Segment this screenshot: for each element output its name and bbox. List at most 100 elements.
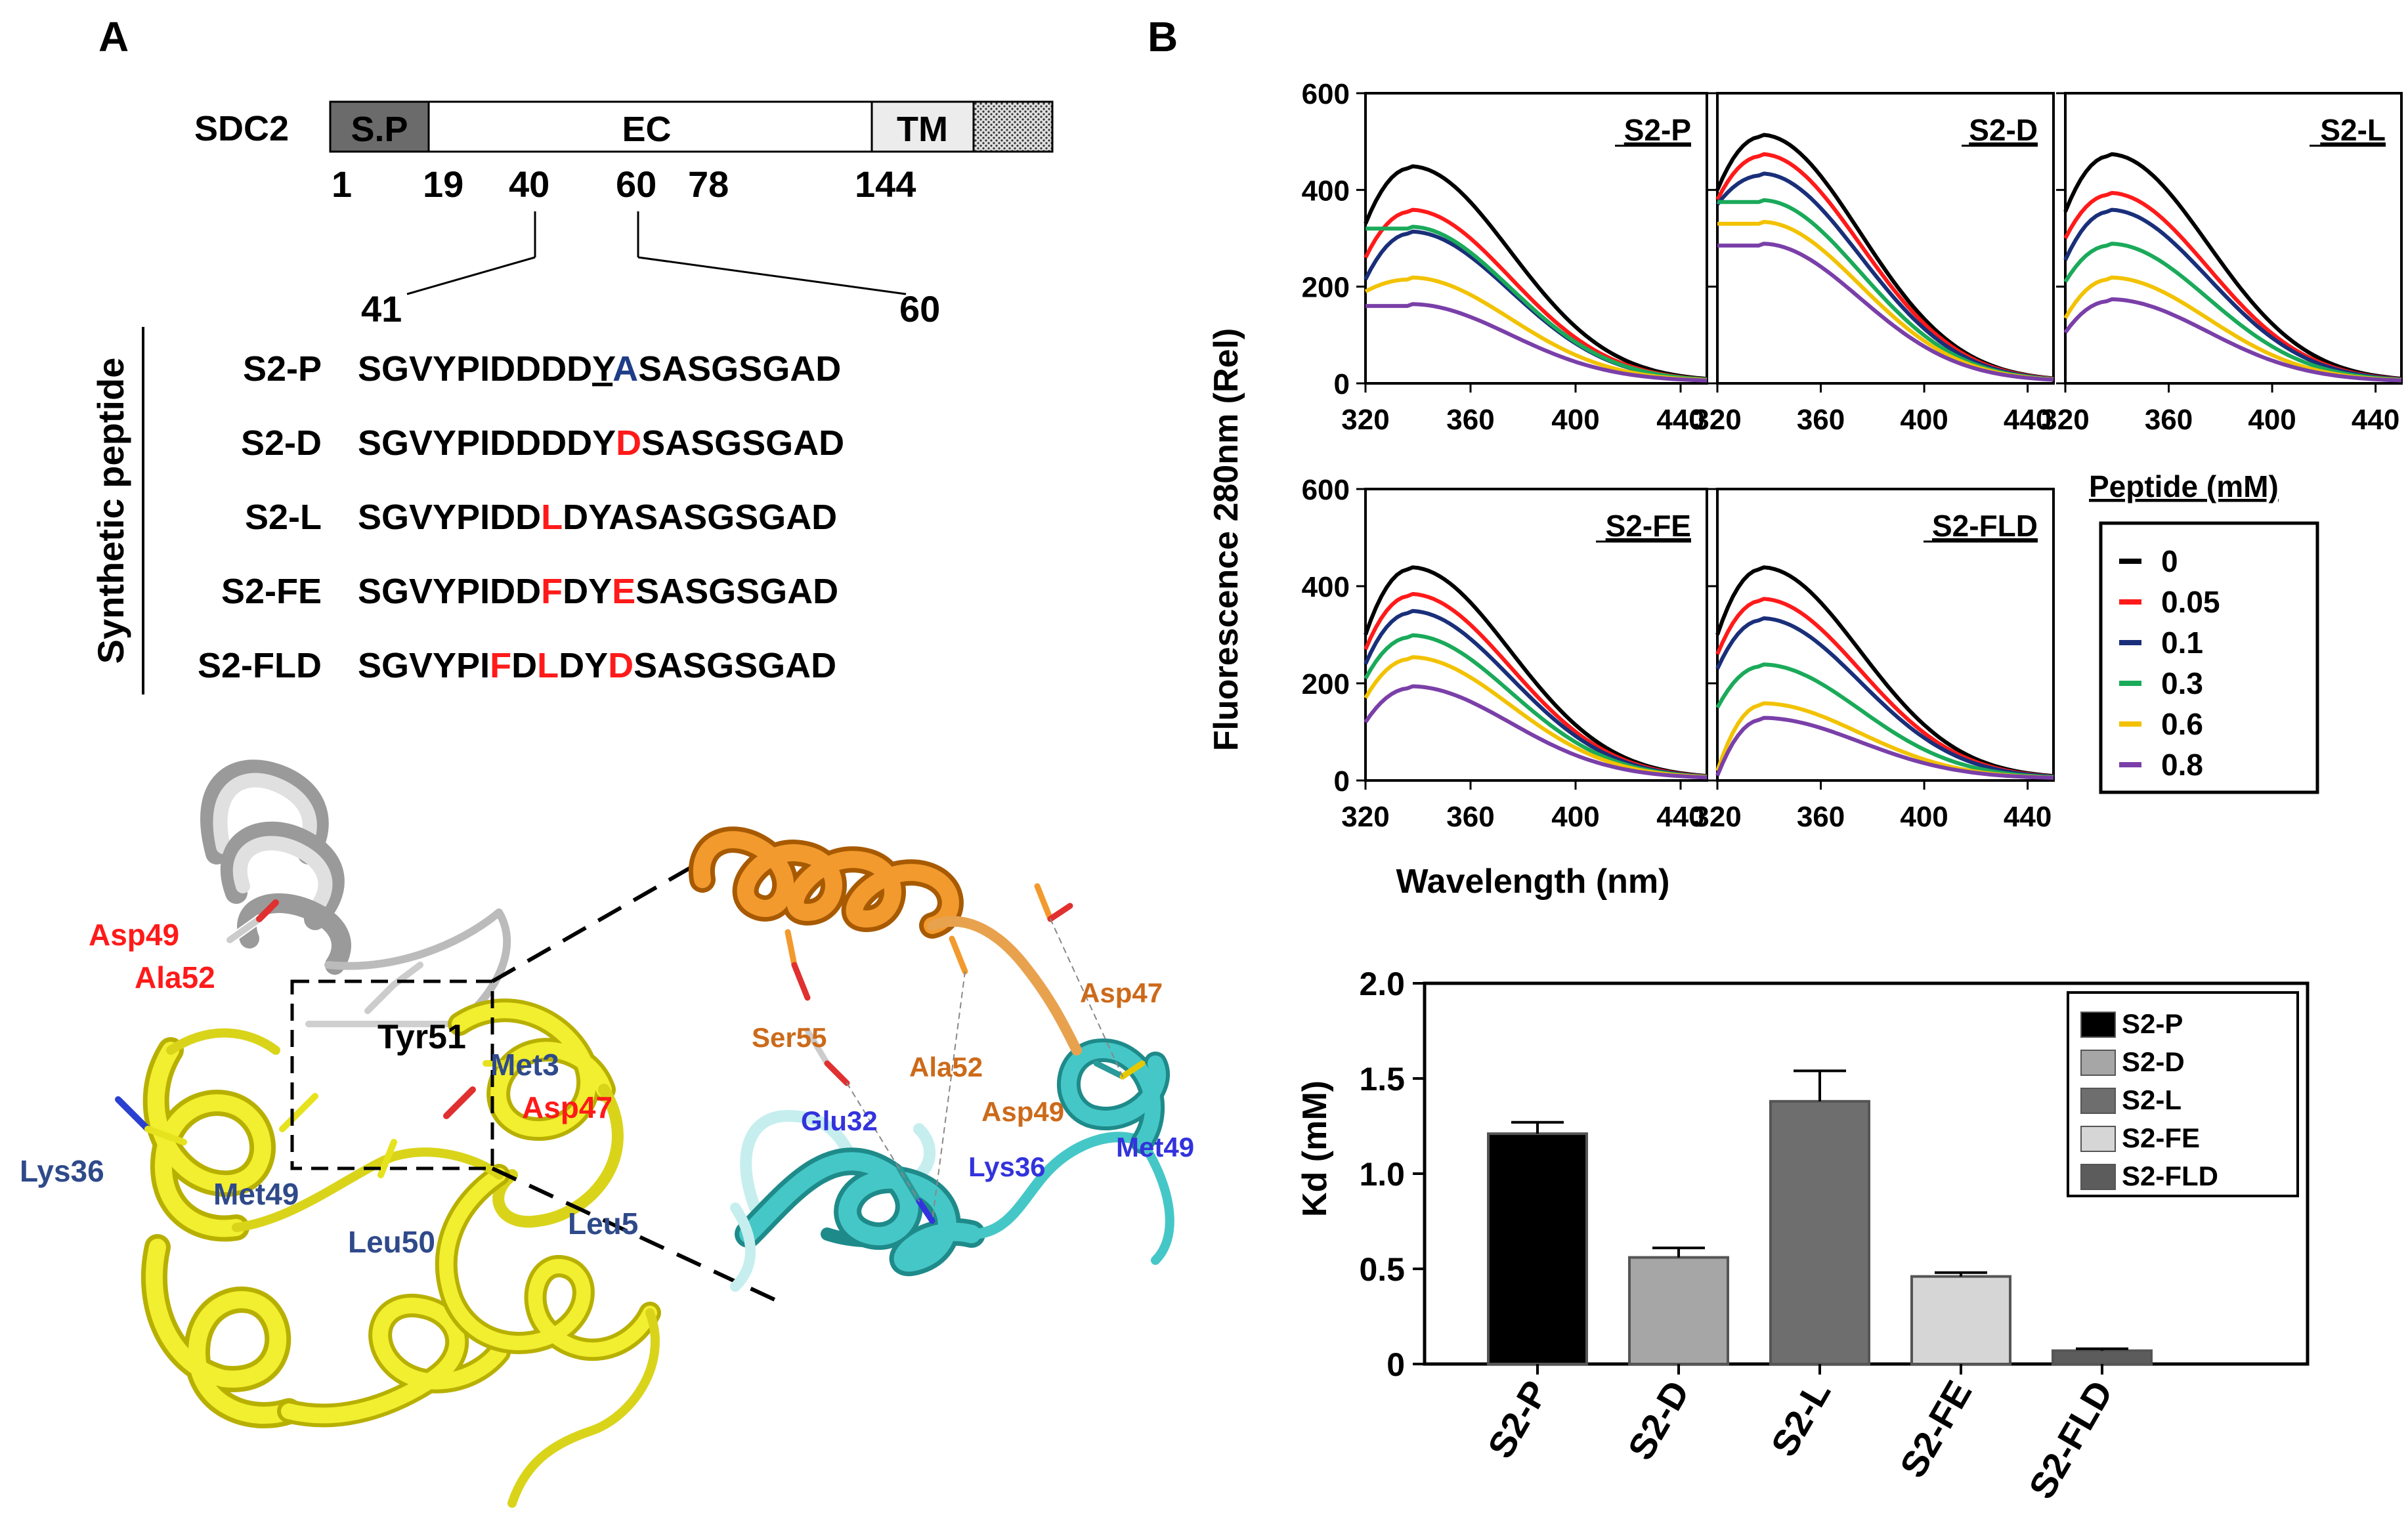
x-tick-label: 440 bbox=[2004, 404, 2052, 436]
x-tick-label: 360 bbox=[1446, 801, 1494, 833]
kd-bar bbox=[2052, 1349, 2153, 1365]
kd-x-tick-label: S2-D bbox=[1620, 1374, 1697, 1467]
fluor-series-line bbox=[1364, 565, 1708, 779]
y-tick-label: 200 bbox=[1302, 272, 1350, 304]
fluor-series-line bbox=[1715, 715, 2054, 780]
x-tick-label: 320 bbox=[1693, 404, 1741, 436]
y-tick-label: 0 bbox=[1334, 765, 1350, 798]
position-label: 144 bbox=[855, 163, 916, 205]
kd-x-tick-label: S2-P bbox=[1480, 1374, 1557, 1465]
fluor-series-line bbox=[1715, 152, 2054, 381]
fluor-legend bbox=[2099, 521, 2319, 794]
peptide-name: S2-D bbox=[241, 423, 322, 463]
side-chains bbox=[115, 899, 528, 1178]
peptide-table: Synthetic peptide S2-P SGVYPIDDDDYASASGSG… bbox=[90, 327, 844, 694]
kd-legend-swatch bbox=[2080, 1126, 2116, 1152]
fluor-series-line bbox=[1364, 207, 1708, 381]
panel-b-label: B bbox=[1148, 13, 1178, 60]
extracellular-segment bbox=[427, 100, 873, 153]
x-tick-label: 400 bbox=[1551, 404, 1599, 436]
kd-bar bbox=[1628, 1256, 1729, 1365]
kd-legend-label: S2-L bbox=[2122, 1084, 2182, 1115]
y-tick-label: 400 bbox=[1302, 571, 1350, 603]
kd-x-tick-label: S2-FE bbox=[1891, 1374, 1979, 1485]
kd-y-tick-label: 0.5 bbox=[1359, 1251, 1405, 1288]
legend-label: 0.3 bbox=[2161, 666, 2203, 700]
segment-sp-label: S.P bbox=[351, 110, 408, 149]
kd-legend-swatch bbox=[2080, 1088, 2116, 1114]
legend-title: Peptide (mM) bbox=[2089, 469, 2279, 503]
fluor-series-line bbox=[1365, 224, 1708, 382]
kd-y-tick-label: 0 bbox=[1387, 1346, 1405, 1383]
zoom-box bbox=[290, 979, 494, 1170]
gray-helix bbox=[200, 759, 511, 1027]
peptide-name: S2-P bbox=[243, 349, 322, 389]
x-tick-label: 440 bbox=[1656, 801, 1704, 833]
x-tick-label: 440 bbox=[2004, 801, 2052, 833]
residue-label: Ser55 bbox=[752, 1022, 827, 1053]
residue-label: Asp47 bbox=[522, 1090, 613, 1124]
fluor-series-line bbox=[1364, 684, 1708, 780]
fluor-series-line bbox=[1364, 275, 1708, 383]
fluor-panel-title: S2-L bbox=[2320, 113, 2386, 147]
kd-y-axis-label: Kd (mM) bbox=[1296, 1080, 1334, 1217]
residue-labels: Asp49 Ala52 Tyr51 Met3 Asp47 Lys36 Met49 Leu50 L… bbox=[20, 918, 1194, 1259]
kd-bar-chart: 0 0.5 1.0 1.5 2.0 S2-P S2-D S2-L S2-FE S2-FLD S2-P… bbox=[1359, 966, 2310, 1506]
residue-label: Met49 bbox=[1116, 1132, 1194, 1163]
residue-label: Leu50 bbox=[348, 1225, 435, 1259]
y-tick-label: 600 bbox=[1302, 78, 1350, 110]
residue-label: Ala52 bbox=[909, 1052, 983, 1082]
peptide-sequence: SGVYPIDDDDYASASGSGAD bbox=[358, 349, 841, 389]
yellow-cartoon bbox=[140, 998, 661, 1508]
legend-label: 0.8 bbox=[2161, 748, 2203, 782]
fluor-panel-title: S2-FLD bbox=[1932, 509, 2038, 543]
residue-label: Met49 bbox=[213, 1177, 299, 1211]
position-label: 60 bbox=[616, 163, 656, 205]
fluor-series-line bbox=[2063, 242, 2402, 382]
structure-zoom bbox=[688, 826, 1174, 1292]
kd-legend-swatch bbox=[2080, 1164, 2116, 1190]
segment-tm-label: TM bbox=[897, 110, 948, 149]
fluor-panel-title: S2-D bbox=[1969, 113, 2038, 147]
zoom-start-label: 41 bbox=[361, 288, 402, 330]
legend-label: 0 bbox=[2161, 544, 2178, 578]
x-tick-label: 320 bbox=[2041, 404, 2089, 436]
residue-label: Asp47 bbox=[1080, 977, 1163, 1008]
position-label: 19 bbox=[423, 163, 463, 205]
peptide-sequence: SGVYPIDDLDYASASGSGAD bbox=[358, 498, 837, 537]
position-label: 78 bbox=[688, 163, 729, 205]
x-tick-label: 360 bbox=[1446, 404, 1494, 436]
segment-ec-label: EC bbox=[622, 110, 671, 149]
x-tick-label: 400 bbox=[1900, 404, 1948, 436]
kd-y-tick-label: 1.5 bbox=[1359, 1061, 1405, 1098]
residue-label: Asp49 bbox=[89, 918, 179, 952]
signal-peptide-segment bbox=[329, 100, 430, 153]
fluor-series-line bbox=[1717, 242, 2054, 382]
x-tick-label: 440 bbox=[1656, 404, 1704, 436]
y-tick-label: 600 bbox=[1302, 474, 1350, 506]
x-tick-label: 400 bbox=[1900, 801, 1948, 833]
x-tick-label: 360 bbox=[1797, 801, 1845, 833]
peptide-name: S2-FE bbox=[221, 572, 322, 611]
kd-y-tick-label: 1.0 bbox=[1359, 1156, 1405, 1193]
kd-legend-label: S2-FLD bbox=[2122, 1161, 2218, 1191]
fluor-series-line bbox=[1715, 133, 2054, 381]
residue-label: Leu5 bbox=[568, 1206, 638, 1241]
residue-label: Lys36 bbox=[20, 1154, 104, 1188]
residue-label: Lys36 bbox=[968, 1151, 1046, 1182]
panel-a-label: A bbox=[98, 13, 129, 60]
peptide-name: S2-L bbox=[245, 498, 322, 537]
x-tick-label: 320 bbox=[1693, 801, 1741, 833]
x-tick-label: 320 bbox=[1341, 801, 1389, 833]
fluor-series-line bbox=[1364, 655, 1708, 779]
structure-left bbox=[115, 759, 776, 1508]
legend-label: 0.05 bbox=[2161, 585, 2220, 619]
domain-bar: SDC2 S.P EC TM 1 19 40 60 78 144 41 60 bbox=[194, 100, 1054, 330]
y-tick-label: 400 bbox=[1302, 175, 1350, 207]
x-tick-label: 360 bbox=[1797, 404, 1845, 436]
position-label: 40 bbox=[509, 163, 549, 205]
residue-label: Tyr51 bbox=[377, 1018, 466, 1056]
x-tick-label: 400 bbox=[1551, 801, 1599, 833]
fluor-series-line bbox=[2063, 190, 2402, 381]
